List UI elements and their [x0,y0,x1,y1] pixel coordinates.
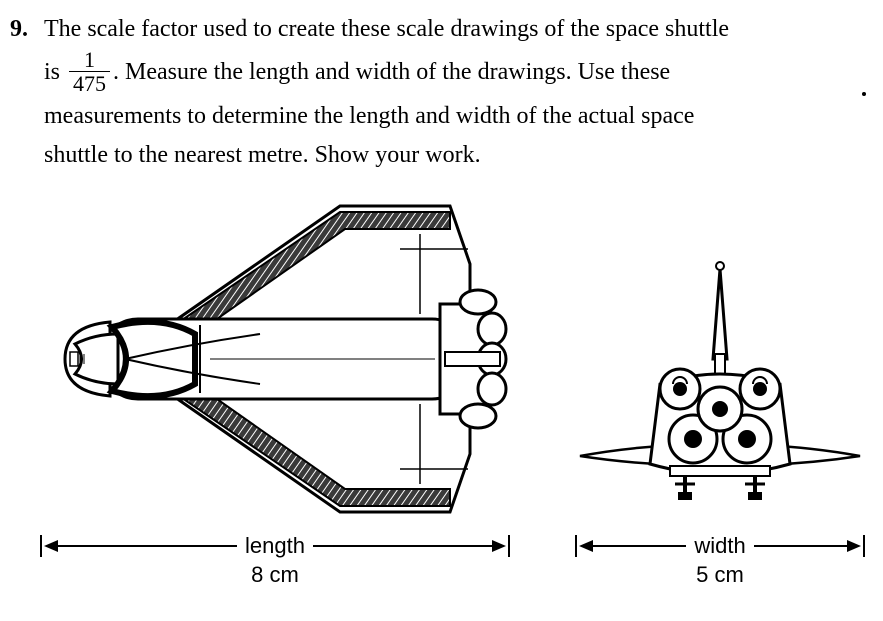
dim-line [593,545,686,547]
text-line-3: measurements to determine the length and… [44,103,694,129]
problem-number: 9. [10,10,44,48]
arrow-left-icon [44,540,58,552]
length-dimension: length [40,532,510,560]
shuttle-top-svg [40,194,510,524]
shuttle-top-view: length 8 cm [40,194,510,529]
width-label: width [686,533,753,559]
fraction-denominator: 475 [69,72,110,95]
shuttle-rear-view: width 5 cm [575,234,865,529]
length-label: length [237,533,313,559]
dim-line [754,545,847,547]
page: 9. The scale factor used to create these… [0,0,883,621]
problem-block: 9. The scale factor used to create these… [10,10,859,176]
fraction-numerator: 1 [69,48,110,72]
text-line-2a: is [44,59,66,85]
width-measurement: 5 cm [575,562,865,588]
text-line-2b: . Measure the length and width of the dr… [113,59,670,85]
figures-area: length 8 cm [40,194,860,604]
scale-fraction: 1475 [69,48,110,95]
dim-tick-right [863,535,865,557]
dim-tick-left [40,535,42,557]
dim-tick-left [575,535,577,557]
text-line-4: shuttle to the nearest metre. Show your … [44,142,481,168]
arrow-left-icon [579,540,593,552]
arrow-right-icon [492,540,506,552]
problem-text: The scale factor used to create these sc… [44,10,859,176]
dim-line [58,545,237,547]
width-dimension: width [575,532,865,560]
dim-tick-right [508,535,510,557]
stray-dot [862,92,866,96]
shuttle-rear-svg [575,234,865,524]
text-line-1: The scale factor used to create these sc… [44,16,729,42]
arrow-right-icon [847,540,861,552]
length-measurement: 8 cm [40,562,510,588]
dim-line [313,545,492,547]
